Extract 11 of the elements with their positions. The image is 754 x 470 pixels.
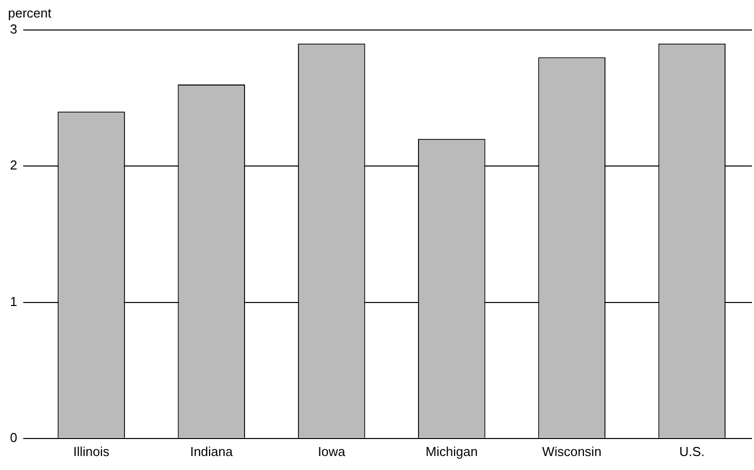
x-tick-label: U.S. bbox=[679, 444, 705, 459]
y-tick-label: 0 bbox=[10, 430, 18, 445]
y-axis-title: percent bbox=[8, 6, 52, 21]
y-tick-label: 2 bbox=[10, 158, 18, 173]
y-tick-label: 1 bbox=[10, 294, 18, 309]
x-tick-label: Michigan bbox=[426, 444, 478, 459]
y-tick-label: 3 bbox=[10, 22, 18, 37]
x-tick-label: Illinois bbox=[73, 444, 110, 459]
x-tick-label: Wisconsin bbox=[542, 444, 602, 459]
x-tick-label: Indiana bbox=[190, 444, 234, 459]
x-tick-label: Iowa bbox=[318, 444, 346, 459]
